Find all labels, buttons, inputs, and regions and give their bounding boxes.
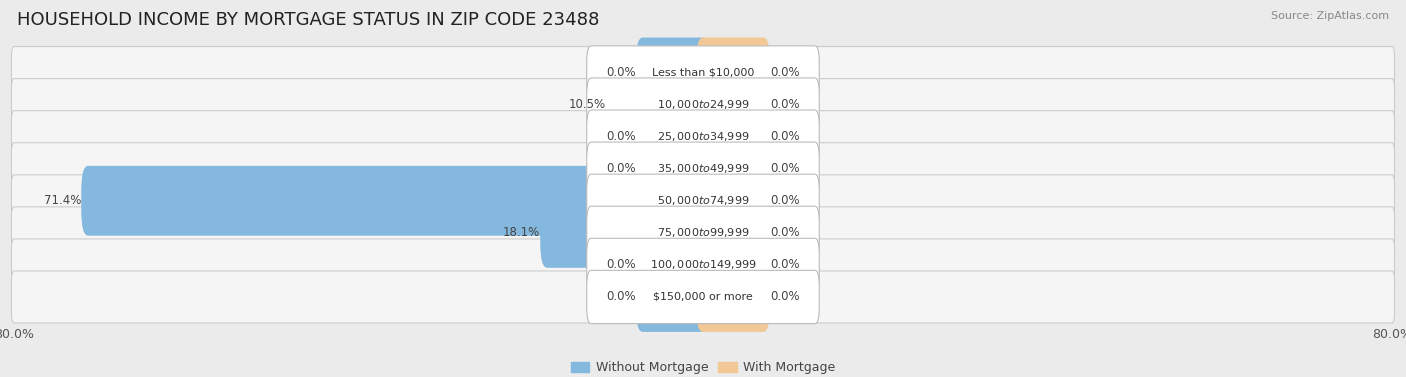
Text: 0.0%: 0.0% xyxy=(770,130,800,143)
FancyBboxPatch shape xyxy=(586,142,820,195)
Text: 71.4%: 71.4% xyxy=(44,194,82,207)
FancyBboxPatch shape xyxy=(696,230,770,300)
Text: 18.1%: 18.1% xyxy=(503,226,540,239)
FancyBboxPatch shape xyxy=(586,110,820,163)
FancyBboxPatch shape xyxy=(11,111,1395,162)
Text: 0.0%: 0.0% xyxy=(770,290,800,303)
FancyBboxPatch shape xyxy=(696,102,770,172)
FancyBboxPatch shape xyxy=(11,239,1395,291)
FancyBboxPatch shape xyxy=(636,262,710,332)
FancyBboxPatch shape xyxy=(586,46,820,99)
Text: 10.5%: 10.5% xyxy=(568,98,606,111)
Text: 0.0%: 0.0% xyxy=(770,162,800,175)
Text: HOUSEHOLD INCOME BY MORTGAGE STATUS IN ZIP CODE 23488: HOUSEHOLD INCOME BY MORTGAGE STATUS IN Z… xyxy=(17,11,599,29)
FancyBboxPatch shape xyxy=(586,270,820,323)
Text: $150,000 or more: $150,000 or more xyxy=(654,292,752,302)
Text: 0.0%: 0.0% xyxy=(606,258,636,271)
Text: Source: ZipAtlas.com: Source: ZipAtlas.com xyxy=(1271,11,1389,21)
FancyBboxPatch shape xyxy=(696,166,770,236)
FancyBboxPatch shape xyxy=(586,78,820,131)
Text: 0.0%: 0.0% xyxy=(770,66,800,79)
FancyBboxPatch shape xyxy=(636,230,710,300)
Text: $75,000 to $99,999: $75,000 to $99,999 xyxy=(657,226,749,239)
Text: $35,000 to $49,999: $35,000 to $49,999 xyxy=(657,162,749,175)
FancyBboxPatch shape xyxy=(82,166,710,236)
Text: 0.0%: 0.0% xyxy=(770,226,800,239)
Text: $100,000 to $149,999: $100,000 to $149,999 xyxy=(650,258,756,271)
Legend: Without Mortgage, With Mortgage: Without Mortgage, With Mortgage xyxy=(565,356,841,377)
FancyBboxPatch shape xyxy=(11,78,1395,130)
Text: 0.0%: 0.0% xyxy=(606,130,636,143)
FancyBboxPatch shape xyxy=(696,262,770,332)
FancyBboxPatch shape xyxy=(696,38,770,107)
FancyBboxPatch shape xyxy=(11,207,1395,259)
FancyBboxPatch shape xyxy=(540,198,710,268)
FancyBboxPatch shape xyxy=(586,174,820,227)
FancyBboxPatch shape xyxy=(696,198,770,268)
FancyBboxPatch shape xyxy=(11,46,1395,98)
FancyBboxPatch shape xyxy=(11,143,1395,195)
FancyBboxPatch shape xyxy=(11,175,1395,227)
Text: 0.0%: 0.0% xyxy=(770,98,800,111)
FancyBboxPatch shape xyxy=(636,38,710,107)
Text: $25,000 to $34,999: $25,000 to $34,999 xyxy=(657,130,749,143)
Text: 0.0%: 0.0% xyxy=(770,258,800,271)
FancyBboxPatch shape xyxy=(586,238,820,291)
Text: 0.0%: 0.0% xyxy=(606,290,636,303)
Text: 0.0%: 0.0% xyxy=(606,162,636,175)
FancyBboxPatch shape xyxy=(606,70,710,139)
Text: 0.0%: 0.0% xyxy=(606,66,636,79)
FancyBboxPatch shape xyxy=(586,206,820,259)
Text: 0.0%: 0.0% xyxy=(770,194,800,207)
FancyBboxPatch shape xyxy=(636,102,710,172)
FancyBboxPatch shape xyxy=(696,134,770,204)
FancyBboxPatch shape xyxy=(11,271,1395,323)
FancyBboxPatch shape xyxy=(636,134,710,204)
Text: Less than $10,000: Less than $10,000 xyxy=(652,67,754,78)
FancyBboxPatch shape xyxy=(696,70,770,139)
Text: $10,000 to $24,999: $10,000 to $24,999 xyxy=(657,98,749,111)
Text: $50,000 to $74,999: $50,000 to $74,999 xyxy=(657,194,749,207)
